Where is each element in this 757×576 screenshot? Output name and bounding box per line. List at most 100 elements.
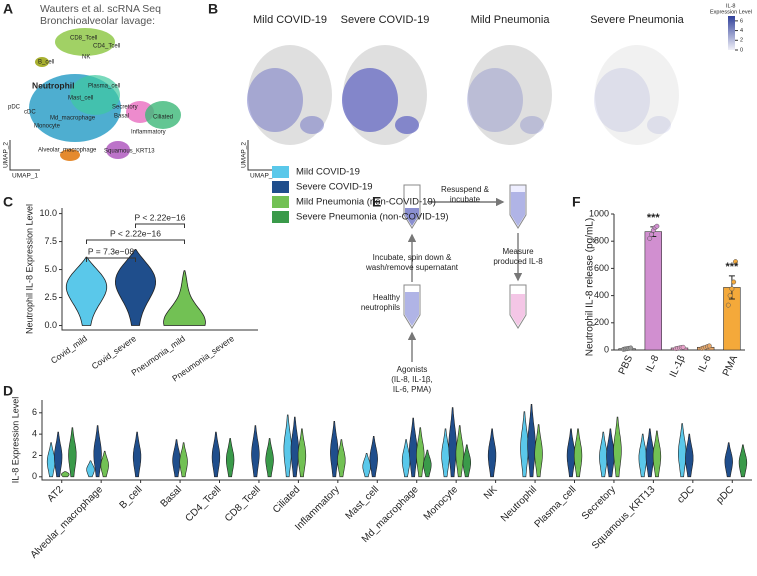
violin: [369, 436, 378, 478]
violin: [226, 438, 235, 478]
cluster-blob: [60, 149, 80, 161]
data-point: [628, 345, 634, 351]
violin: [448, 407, 457, 478]
cluster-label: Basal: [114, 114, 129, 120]
axis-label: UMAP_2: [3, 142, 10, 168]
violin: [100, 450, 109, 478]
violin: [61, 471, 70, 478]
step-label: produced IL-8: [493, 257, 543, 266]
x-tick-label: Covid_severe: [90, 333, 139, 371]
tube: [509, 284, 527, 329]
cluster-blob: [35, 57, 49, 67]
step-label: Resuspend &: [441, 185, 490, 194]
x-tick-label: PMA: [721, 353, 740, 378]
significance-label: ***: [725, 261, 739, 273]
violin: [163, 270, 206, 326]
data-point: [654, 223, 660, 229]
umap-panel-title: Mild COVID-19: [253, 14, 327, 26]
step-label: IL-6, PMA): [393, 385, 432, 394]
cluster-label: cDC: [24, 110, 36, 116]
cluster-label: Md_macrophage: [50, 116, 96, 122]
y-tick-label: 0: [604, 344, 609, 354]
violin: [441, 428, 450, 478]
umap-expression: IL-8 Expression Level UMAP_2 UMAP_1: [241, 3, 752, 179]
violin: [114, 249, 157, 326]
violin: [68, 427, 77, 478]
violin: [179, 442, 188, 478]
cluster-label: Plasma_cell: [88, 84, 120, 90]
legend-label: Severe Pneumonia (non-COVID-19): [296, 212, 449, 223]
y-tick-label: 0.0: [44, 320, 57, 330]
legend-swatch: [272, 166, 289, 178]
cluster-label: Ciliated: [153, 115, 173, 121]
significance-label: P < 2.22e−16: [135, 212, 186, 222]
violin: [638, 433, 647, 478]
significance-bracket: [86, 239, 185, 244]
data-point: [733, 259, 738, 265]
y-tick-label: 400: [594, 290, 609, 300]
panel-letter: D: [3, 383, 13, 399]
violin: [462, 444, 471, 478]
violin: [283, 414, 292, 478]
cluster-label: Squamous_KRT13: [104, 149, 155, 155]
cluster-label: CD4_Tcell: [93, 44, 120, 50]
axis-label: UMAP_1: [12, 173, 38, 180]
cluster-label: Inflammatory: [131, 130, 166, 136]
step-label: neutrophils: [361, 303, 400, 312]
x-tick-label: B_cell: [118, 484, 145, 511]
y-tick-label: 0: [32, 471, 37, 481]
violin: [534, 424, 543, 478]
significance-label: ***: [647, 212, 661, 224]
panel-letter: C: [3, 194, 13, 210]
umap-cloud: [395, 116, 419, 134]
x-tick-label: Mast_cell: [344, 484, 382, 522]
violin: [93, 425, 102, 478]
cluster-label: B_cell: [38, 60, 54, 66]
umap-cloud: [342, 68, 398, 132]
x-tick-label: Neutrophil: [499, 484, 539, 524]
x-tick-label: cDC: [675, 484, 697, 506]
data-point: [680, 344, 686, 350]
umap-cloud: [247, 68, 303, 132]
violin: [86, 460, 95, 478]
violin: [211, 431, 221, 478]
x-tick-label: pDC: [714, 484, 736, 506]
umap-axes: [247, 140, 278, 171]
umap-title: Bronchioalveolar lavage:: [40, 15, 155, 27]
colorbar-title: IL-8: [726, 3, 735, 9]
umap-cloud: [468, 45, 552, 145]
violin: [724, 442, 733, 478]
umap-axes: [9, 140, 40, 171]
x-tick-label: PBS: [617, 353, 636, 376]
violin: [527, 404, 536, 478]
y-tick-label: 2: [32, 450, 37, 460]
violin: [265, 438, 274, 478]
violin: [678, 423, 687, 478]
violin: [652, 430, 662, 478]
cluster-label: Mast_cell: [68, 96, 93, 102]
panel-letter: F: [572, 194, 581, 210]
cluster-label: pDC: [8, 105, 21, 111]
y-tick-label: 5.0: [44, 264, 57, 274]
axis-label: UMAP_1: [250, 173, 276, 180]
significance-bracket: [86, 257, 136, 262]
cluster-blob: [145, 101, 181, 129]
step-label: Healthy: [373, 293, 400, 302]
umap-cloud: [647, 116, 671, 134]
x-tick-label: Secretory: [580, 484, 618, 522]
violin: [613, 416, 622, 478]
cluster-label: Secretory: [112, 105, 138, 111]
x-tick-label: Alveolar_macrophage: [29, 484, 106, 561]
colorbar-tick-label: 0: [740, 47, 743, 53]
data-point: [647, 236, 653, 241]
violin: [606, 428, 615, 478]
x-tick-label: IL-6: [697, 353, 714, 374]
legend-swatch: [272, 196, 289, 208]
umap-cloud: [520, 116, 544, 134]
axis-label: UMAP_2: [241, 142, 248, 168]
umap-cloud: [300, 116, 324, 134]
umap-overview: Wauters et al. scRNA Seq Bronchioalveola…: [3, 3, 181, 180]
violin: [685, 433, 694, 478]
violin: [330, 421, 339, 478]
violin: [455, 425, 464, 478]
